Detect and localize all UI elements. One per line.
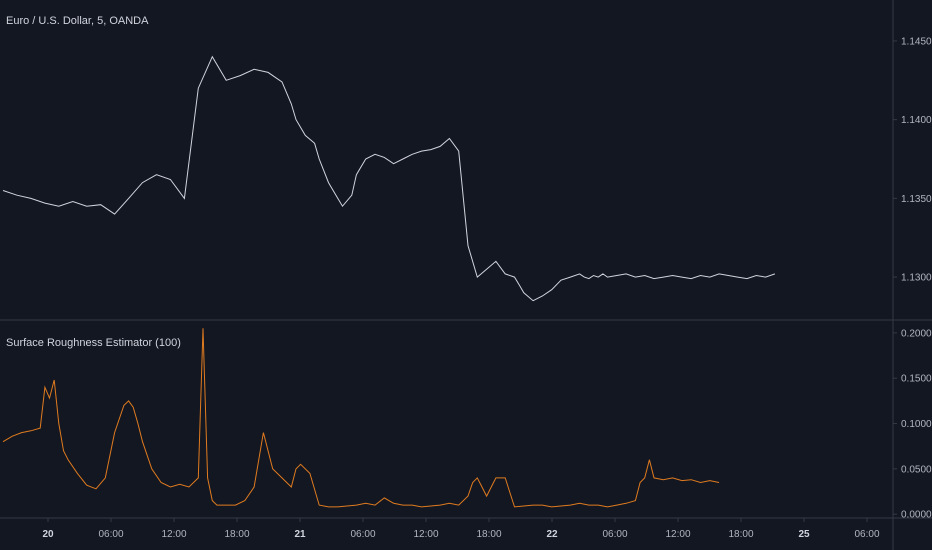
- time-tick-label: 06:00: [854, 529, 879, 540]
- time-tick-label: 12:00: [413, 529, 438, 540]
- main-pane-title: Euro / U.S. Dollar, 5, OANDA: [6, 15, 149, 27]
- time-tick-label: 20: [42, 529, 54, 540]
- price-tick-label: 1.14000: [901, 115, 932, 126]
- time-axis[interactable]: 20 06:00 12:00 18:00 21 06:00 12:00 18:00 22 06:0…: [42, 518, 880, 540]
- price-tick-label: 1.14500: [901, 36, 932, 47]
- time-tick-label: 22: [546, 529, 558, 540]
- time-tick-label: 06:00: [602, 529, 627, 540]
- indicator-tick-label: 0.2000: [901, 328, 932, 339]
- time-tick-label: 25: [798, 529, 810, 540]
- time-tick-label: 06:00: [98, 529, 123, 540]
- price-tick-label: 1.13500: [901, 194, 932, 205]
- indicator-series-line[interactable]: [2, 328, 720, 508]
- indicator-pane-title: Surface Roughness Estimator (100): [6, 337, 181, 349]
- time-tick-label: 18:00: [728, 529, 753, 540]
- price-series-line[interactable]: [2, 55, 776, 302]
- time-tick-label: 18:00: [476, 529, 501, 540]
- time-tick-label: 06:00: [350, 529, 375, 540]
- indicator-tick-label: 0.0500: [901, 464, 932, 475]
- indicator-tick-label: 0.1000: [901, 419, 932, 430]
- time-tick-label: 21: [294, 529, 306, 540]
- indicator-tick-label: 0.0000: [901, 510, 932, 521]
- time-tick-label: 12:00: [665, 529, 690, 540]
- indicator-pane-y-axis[interactable]: 0.2000 0.1500 0.1000 0.0500 0.0000: [893, 328, 932, 521]
- time-tick-label: 12:00: [161, 529, 186, 540]
- indicator-tick-label: 0.1500: [901, 374, 932, 385]
- time-tick-label: 18:00: [224, 529, 249, 540]
